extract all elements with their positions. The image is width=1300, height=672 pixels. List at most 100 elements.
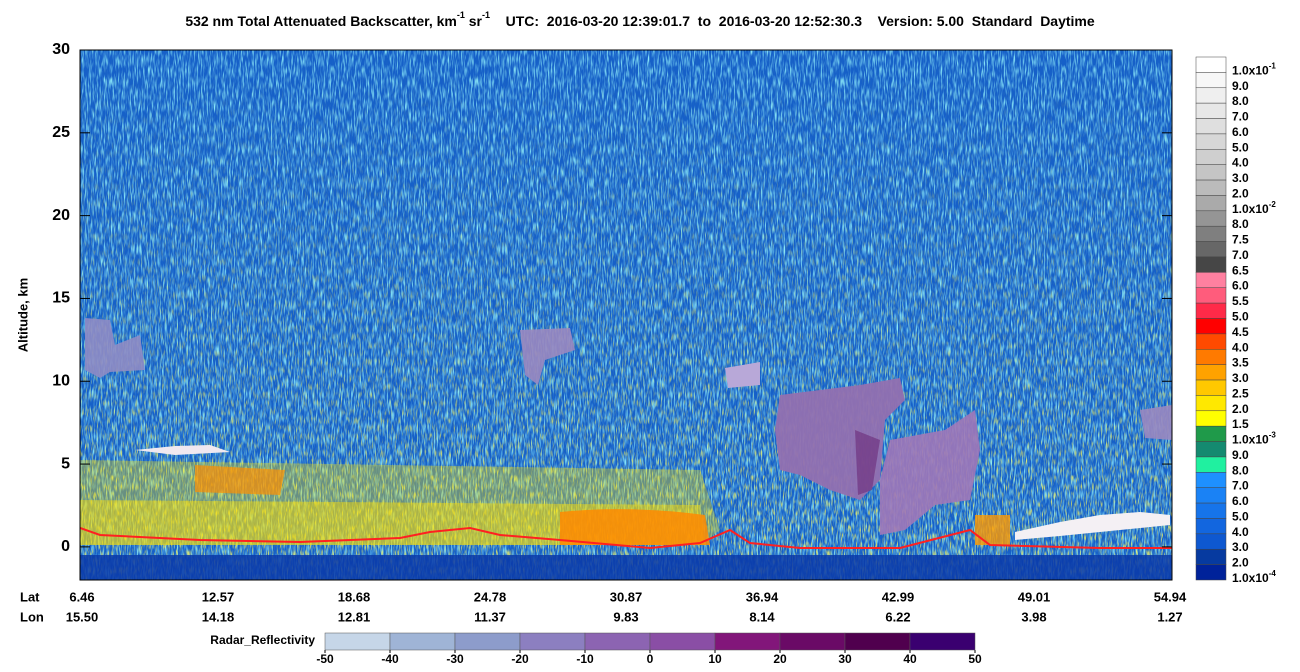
colorbar-label-text: 4.5 xyxy=(1232,325,1249,339)
colorbar-label: 9.0 xyxy=(1232,79,1249,93)
colorbar-label: 2.0 xyxy=(1232,556,1249,570)
lon-tick-label: 14.18 xyxy=(202,609,235,624)
colorbar-label-text: 3.0 xyxy=(1232,171,1249,185)
colorbar-label-text: 5.0 xyxy=(1232,140,1249,154)
colorbar-label: 9.0 xyxy=(1232,448,1249,462)
colorbar-cell xyxy=(1195,564,1227,581)
colorbar-label-text: 6.0 xyxy=(1232,494,1249,508)
plot-frame xyxy=(79,49,1173,581)
colorbar-label: 1.0x10-4 xyxy=(1232,569,1276,585)
colorbar-label-text: 1.0x10 xyxy=(1232,433,1269,447)
colorbar-label: 1.5 xyxy=(1232,417,1249,431)
colorbar-label-text: 4.0 xyxy=(1232,340,1249,354)
cloud xyxy=(520,328,575,385)
colorbar-label: 1.0x10-3 xyxy=(1232,431,1276,447)
colorbar-label-text: 4.0 xyxy=(1232,525,1249,539)
cloud xyxy=(1015,512,1170,540)
lat-tick-label: 42.99 xyxy=(882,589,915,604)
colorbar-label-text: 5.0 xyxy=(1232,510,1249,524)
radar-cell xyxy=(909,632,976,651)
title-exponent: -1 xyxy=(457,10,465,20)
colorbar-cell xyxy=(1195,118,1227,135)
cloud xyxy=(855,430,880,495)
y-tick-label: 0 xyxy=(61,538,70,555)
cloud xyxy=(725,362,760,388)
y-axis-label: Altitude, km xyxy=(15,278,30,352)
colorbar-label-exp: -2 xyxy=(1269,200,1277,209)
colorbar-label-text: 8.0 xyxy=(1232,217,1249,231)
radar-tick-label: 40 xyxy=(903,652,917,666)
colorbar-cell xyxy=(1195,256,1227,273)
colorbar-label: 8.0 xyxy=(1232,94,1249,108)
colorbar-cell xyxy=(1195,195,1227,212)
colorbar-label-exp: -4 xyxy=(1269,569,1277,578)
lon-tick-label: 3.98 xyxy=(1021,609,1046,624)
colorbar-cell xyxy=(1195,533,1227,550)
lat-tick-label: 12.57 xyxy=(202,589,235,604)
lon-tick-label: 11.37 xyxy=(474,609,506,624)
colorbar-label: 5.5 xyxy=(1232,294,1249,308)
radar-tick-label: -50 xyxy=(316,652,334,666)
colorbar-cell xyxy=(1195,241,1227,258)
colorbar-label-text: 5.5 xyxy=(1232,294,1249,308)
colorbar-label-text: 7.0 xyxy=(1232,110,1249,124)
colorbar-label: 4.0 xyxy=(1232,156,1249,170)
colorbar-cell xyxy=(1195,225,1227,242)
cloud xyxy=(880,410,980,535)
y-tick-label: 15 xyxy=(52,290,70,307)
lat-tick-label: 54.94 xyxy=(1154,589,1187,604)
colorbar-label-text: 3.0 xyxy=(1232,371,1249,385)
colorbar-cell xyxy=(1195,472,1227,488)
colorbar-cell xyxy=(1195,487,1227,504)
colorbar-label-text: 9.0 xyxy=(1232,79,1249,93)
colorbar-cell xyxy=(1195,349,1227,365)
colorbar-label-text: 2.0 xyxy=(1232,187,1249,201)
surface-line xyxy=(80,526,1172,550)
radar-tick-label: 20 xyxy=(773,652,787,666)
colorbar-label-text: 4.0 xyxy=(1232,156,1249,170)
title-exponent: -1 xyxy=(482,10,490,20)
colorbar-label: 6.0 xyxy=(1232,494,1249,508)
aerosol-layer xyxy=(195,465,285,495)
lon-tick-label: 6.22 xyxy=(885,609,910,624)
lon-tick-label: 9.83 xyxy=(613,609,638,624)
colorbar-cell xyxy=(1195,102,1227,119)
y-tick-label: 30 xyxy=(52,41,70,58)
radar-tick-label: 50 xyxy=(968,652,982,666)
lon-tick-label: 12.81 xyxy=(338,609,371,624)
colorbar-label-text: 3.0 xyxy=(1232,540,1249,554)
radar-cell xyxy=(454,632,521,651)
radar-cell xyxy=(324,632,391,651)
radar-cell xyxy=(584,632,651,651)
radar-cell xyxy=(714,632,781,651)
radar-tick-label: 10 xyxy=(708,652,722,666)
colorbar-label-text: 9.0 xyxy=(1232,448,1249,462)
aerosol-layer xyxy=(80,500,705,545)
colorbar-cell xyxy=(1195,179,1227,196)
colorbar-label: 6.5 xyxy=(1232,264,1249,278)
aerosol-layer xyxy=(975,515,1010,545)
radar-tick-label: -10 xyxy=(576,652,594,666)
colorbar-cell xyxy=(1195,548,1227,565)
colorbar-label: 2.0 xyxy=(1232,187,1249,201)
colorbar-cell xyxy=(1195,87,1227,104)
radar-cell xyxy=(649,632,716,651)
colorbar-label: 7.5 xyxy=(1232,233,1249,247)
colorbar-cell xyxy=(1195,456,1227,473)
colorbar-label: 2.5 xyxy=(1232,387,1249,401)
colorbar-cell xyxy=(1195,272,1227,288)
cloud xyxy=(85,318,145,378)
lat-tick-label: 18.68 xyxy=(338,589,371,604)
lat-tick-label: 36.94 xyxy=(746,589,779,604)
radar-tick-label: -30 xyxy=(446,652,464,666)
colorbar-cell xyxy=(1195,502,1227,519)
lat-tick-label: 24.78 xyxy=(474,589,507,604)
colorbar-label-text: 1.0x10 xyxy=(1232,64,1269,78)
colorbar-label-text: 1.5 xyxy=(1232,417,1249,431)
colorbar-label-exp: -3 xyxy=(1269,431,1277,440)
colorbar-label: 3.0 xyxy=(1232,540,1249,554)
colorbar-label-text: 5.0 xyxy=(1232,310,1249,324)
lon-tick-label: 1.27 xyxy=(1157,609,1182,624)
colorbar-label-text: 2.0 xyxy=(1232,402,1249,416)
